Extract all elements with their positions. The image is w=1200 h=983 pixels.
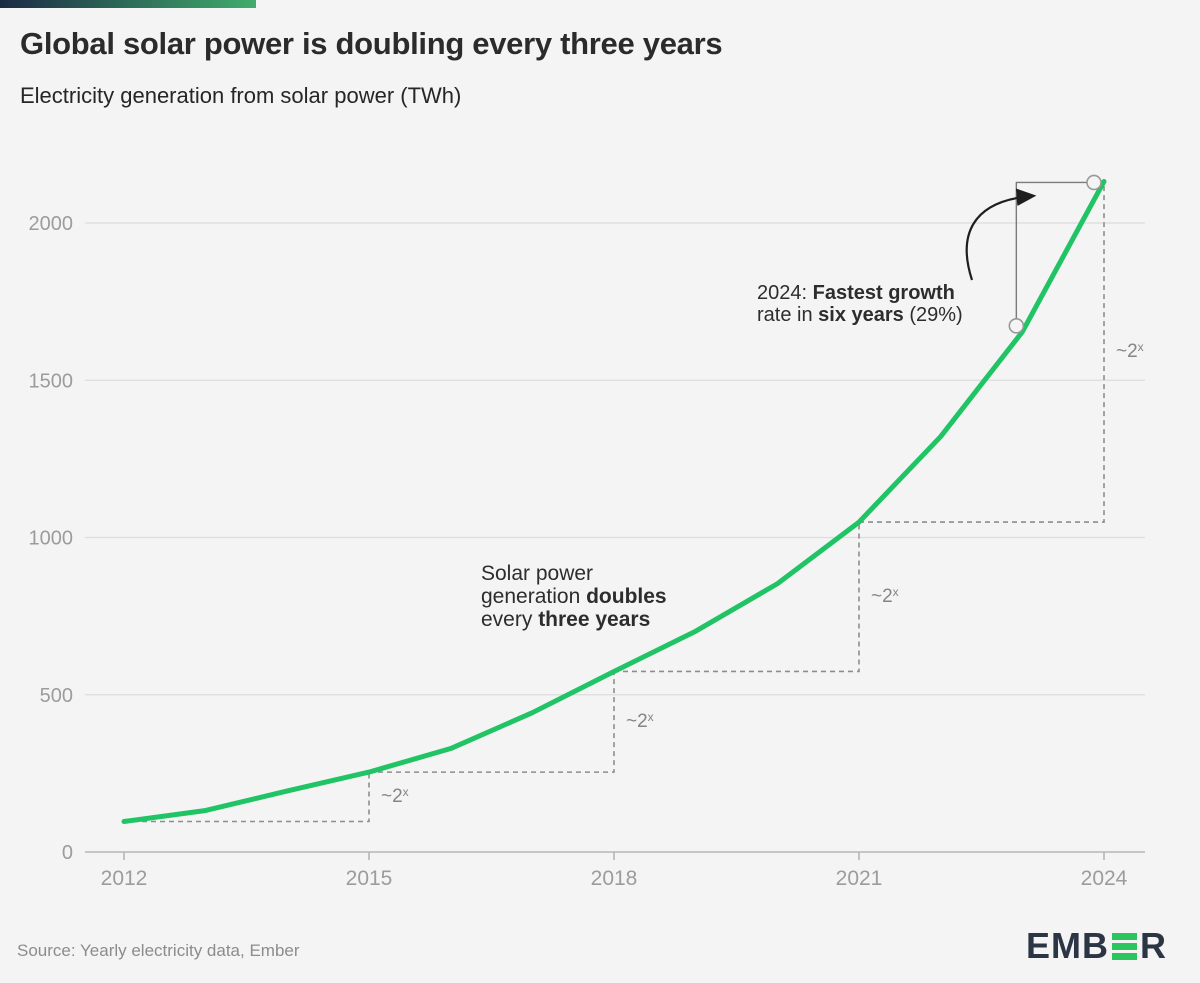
doubling-step-dashed-line [614,522,860,673]
y-tick-label: 1000 [29,528,74,550]
ember-logo: EMB R [1026,925,1167,967]
doubling-step-dashed-line [859,181,1105,523]
brand-stripe [0,0,256,8]
logo-green-e-icon [1112,932,1137,960]
annotation-arrow [965,188,1037,281]
x-tick-label: 2024 [1081,867,1128,890]
data-point-marker-2024 [1086,174,1102,191]
x-tick-label: 2021 [836,867,883,890]
source-note: Source: Yearly electricity data, Ember [17,941,300,960]
doubling-step-dashed-line [124,772,370,823]
x-tick-label: 2015 [346,867,393,890]
y-tick-label: 500 [40,685,73,707]
y-tick-label: 0 [62,842,73,864]
growth-bracket-line [1015,181,1087,319]
solar-generation-line [121,178,1107,824]
doubling-step-dashed-line [369,671,615,773]
x-tick-label: 2012 [101,867,148,890]
y-tick-label: 1500 [29,370,74,392]
logo-text-emb: EMB [1026,925,1109,966]
y-tick-label: 2000 [29,213,74,235]
logo-text-r: R [1140,925,1167,966]
data-point-marker-2023 [1008,318,1025,334]
page-title: Global solar power is doubling every thr… [20,26,723,61]
chart-subtitle: Electricity generation from solar power … [20,83,462,108]
x-tick-label: 2018 [591,867,638,890]
